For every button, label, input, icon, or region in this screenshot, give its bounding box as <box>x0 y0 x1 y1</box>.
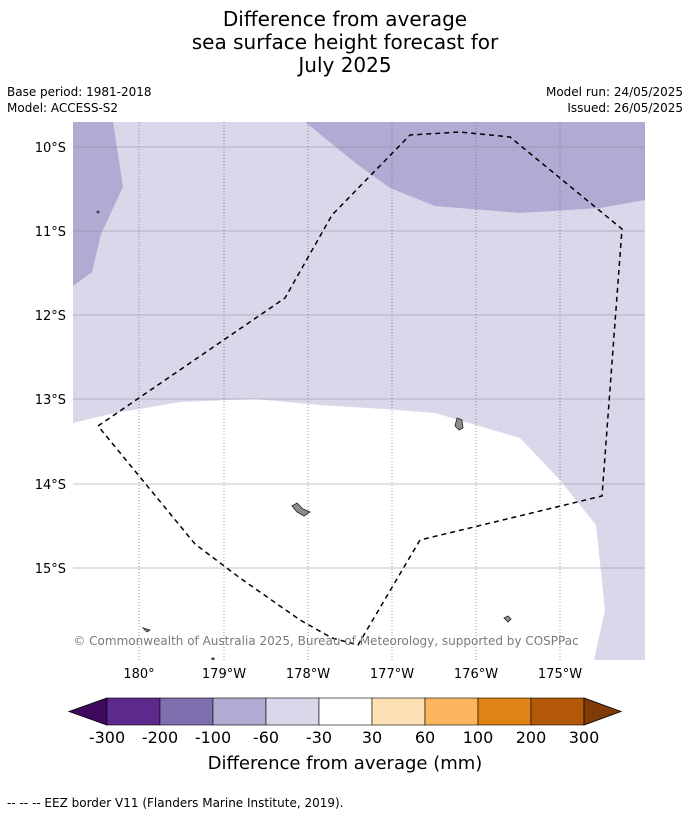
latitude-labels: 10°S 11°S 12°S 13°S 14°S 15°S <box>35 141 66 577</box>
lat-label: 12°S <box>35 309 66 324</box>
lon-label: 176°W <box>454 667 498 682</box>
colorbar-segment <box>530 697 585 726</box>
lat-label: 10°S <box>35 141 66 156</box>
eez-border <box>96 131 623 646</box>
longitude-labels: 180° 179°W 178°W 177°W 176°W 175°W <box>123 667 582 682</box>
map-area: © Commonwealth of Australia 2025, Bureau… <box>73 122 645 660</box>
band-minus100-minus60-east <box>305 122 645 213</box>
lon-label: 175°W <box>538 667 582 682</box>
island-land-4 <box>141 627 151 633</box>
colorbar-tick-label: -30 <box>305 728 333 747</box>
lon-label: 177°W <box>370 667 414 682</box>
graticule <box>73 122 645 660</box>
colorbar-title: Difference from average (mm) <box>207 753 483 774</box>
island-land-3 <box>503 615 512 623</box>
colorbar-tick-label: 300 <box>568 728 600 747</box>
title-line-1: Difference from average <box>222 7 468 31</box>
eez-footnote: -- -- -- EEZ border V11 (Flanders Marine… <box>7 796 344 810</box>
colorbar-tick-label: 100 <box>462 728 494 747</box>
lat-label: 15°S <box>35 562 66 577</box>
lat-label: 14°S <box>35 478 66 493</box>
colorbar-tick-label: -100 <box>194 728 232 747</box>
colorbar-extend-high <box>583 697 623 726</box>
island-land-2 <box>291 502 311 517</box>
colorbar-tick-label: -300 <box>88 728 126 747</box>
island-land-1 <box>454 417 464 431</box>
colorbar-tick-label: -200 <box>141 728 179 747</box>
title-line-3: July 2025 <box>298 53 392 77</box>
lon-label: 178°W <box>286 667 330 682</box>
band-minus100-minus60-west <box>73 122 123 286</box>
base-period: Base period: 1981-2018 <box>7 85 152 99</box>
band-minus30-30 <box>73 399 605 660</box>
lat-label: 13°S <box>35 393 66 408</box>
colorbar-tick-label: -60 <box>252 728 280 747</box>
colorbar-segment <box>477 697 532 726</box>
colorbar-segment <box>212 697 267 726</box>
colorbar-segment <box>106 697 161 726</box>
model-run: Model run: 24/05/2025 <box>545 85 683 99</box>
meta-left: Base period: 1981-2018 Model: ACCESS-S2 <box>7 84 152 116</box>
lat-label: 11°S <box>35 225 66 240</box>
colorbar-tick-label: 30 <box>361 728 383 747</box>
colorbar-segment <box>159 697 214 726</box>
island-land-5 <box>96 210 100 214</box>
model-name: Model: ACCESS-S2 <box>7 101 119 115</box>
colorbar-segment <box>424 697 479 726</box>
colorbar-extend-low <box>67 697 108 726</box>
island-land-6 <box>211 657 215 660</box>
lon-label: 180° <box>123 667 154 682</box>
lon-label: 179°W <box>202 667 246 682</box>
colorbar-segment <box>371 697 426 726</box>
colorbar-tick-label: 60 <box>414 728 436 747</box>
colorbar-tick-label: 200 <box>515 728 547 747</box>
issued-date: Issued: 26/05/2025 <box>567 101 683 115</box>
colorbar-segment <box>265 697 320 726</box>
meta-right: Model run: 24/05/2025 Issued: 26/05/2025 <box>546 84 683 116</box>
chart-title: Difference from average sea surface heig… <box>0 8 690 77</box>
colorbar-segment <box>318 697 373 726</box>
copyright-notice: © Commonwealth of Australia 2025, Bureau… <box>73 634 578 648</box>
colorbar <box>67 697 623 726</box>
title-line-2: sea surface height forecast for <box>191 30 499 54</box>
